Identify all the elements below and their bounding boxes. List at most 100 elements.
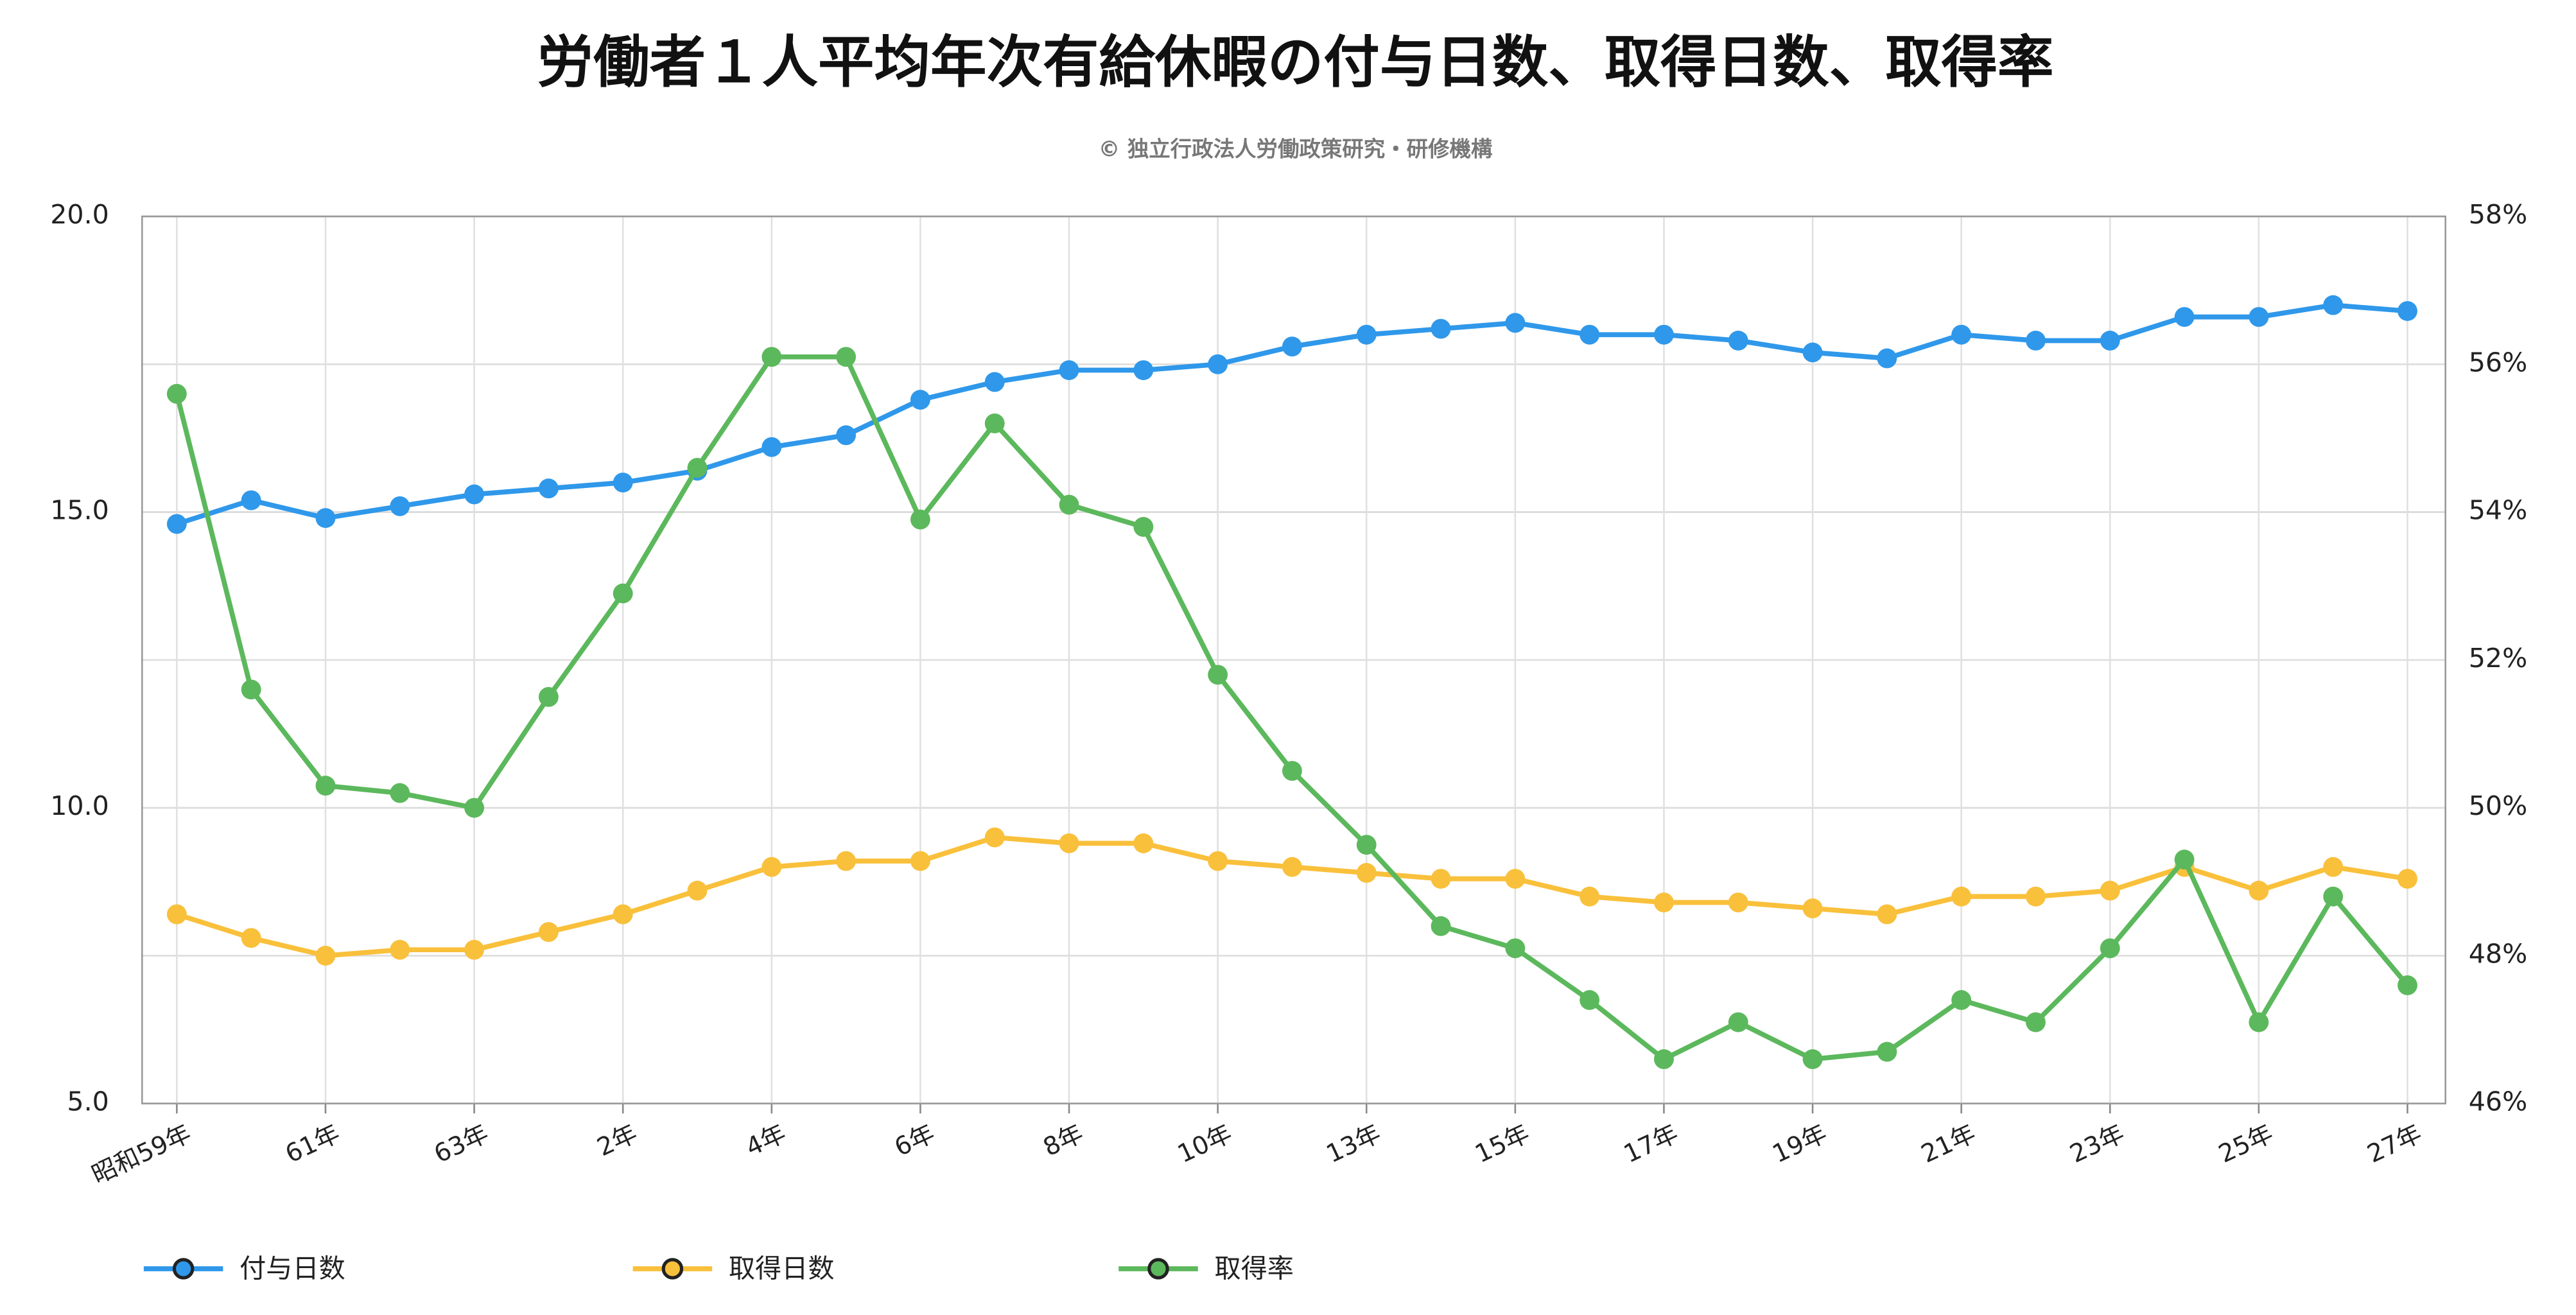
data-point bbox=[1580, 324, 1600, 345]
x-tick-label: 2年 bbox=[593, 1119, 641, 1162]
data-point bbox=[1728, 1012, 1748, 1032]
data-point bbox=[1654, 1049, 1674, 1070]
data-point bbox=[315, 945, 336, 966]
x-tick-label: 10年 bbox=[1173, 1119, 1236, 1169]
x-tick-label: 13年 bbox=[1322, 1119, 1385, 1169]
data-point bbox=[761, 437, 782, 457]
y-tick-label: 20.0 bbox=[50, 199, 109, 230]
data-point bbox=[2398, 300, 2417, 321]
x-tick-label: 15年 bbox=[1471, 1119, 1534, 1169]
data-point bbox=[390, 939, 410, 960]
data-point bbox=[538, 478, 559, 499]
data-point bbox=[390, 783, 410, 803]
y2-tick-label: 46% bbox=[2469, 1086, 2527, 1117]
data-point bbox=[166, 514, 187, 534]
data-point bbox=[2249, 880, 2269, 901]
x-tick-label: 23年 bbox=[2066, 1119, 2128, 1169]
x-tick-label: 61年 bbox=[281, 1119, 344, 1169]
data-point bbox=[1728, 893, 1748, 912]
data-point bbox=[910, 390, 930, 410]
data-point bbox=[2323, 886, 2344, 907]
data-point bbox=[1654, 893, 1674, 912]
y-tick-label: 10.0 bbox=[50, 790, 109, 821]
data-point bbox=[2174, 849, 2195, 870]
data-point bbox=[836, 851, 857, 871]
data-point bbox=[1877, 348, 1897, 369]
x-tick-label: 25年 bbox=[2215, 1119, 2277, 1169]
data-point bbox=[2026, 886, 2046, 907]
x-tick-label: 4年 bbox=[742, 1119, 790, 1162]
data-point bbox=[2398, 869, 2417, 889]
data-point bbox=[2249, 307, 2269, 327]
data-point bbox=[2323, 295, 2344, 315]
data-point bbox=[613, 583, 633, 604]
data-point bbox=[2100, 938, 2120, 959]
data-point bbox=[1802, 898, 1823, 919]
data-point bbox=[1356, 835, 1377, 855]
data-point bbox=[984, 372, 1005, 392]
x-tick-label: 8年 bbox=[1039, 1119, 1088, 1162]
data-point bbox=[1431, 869, 1451, 889]
y2-tick-label: 50% bbox=[2469, 790, 2527, 821]
data-point bbox=[2100, 331, 2120, 351]
data-point bbox=[166, 904, 187, 925]
series-line bbox=[176, 835, 2408, 959]
data-point bbox=[687, 458, 708, 478]
x-tick-label: 17年 bbox=[1619, 1119, 1682, 1169]
y2-tick-label: 54% bbox=[2469, 495, 2527, 526]
data-point bbox=[836, 425, 857, 446]
data-point bbox=[2323, 857, 2344, 877]
chart-subtitle: © 独立行政法人労働政策研究・研修機構 bbox=[1099, 137, 1493, 162]
data-point bbox=[1059, 833, 1079, 853]
data-point bbox=[984, 827, 1005, 848]
data-point bbox=[761, 347, 782, 367]
data-point bbox=[1282, 336, 1302, 357]
data-point bbox=[1208, 851, 1228, 871]
data-point bbox=[613, 473, 633, 492]
data-point bbox=[1505, 869, 1526, 889]
y-tick-label: 15.0 bbox=[50, 495, 109, 526]
x-tick-label: 19年 bbox=[1768, 1119, 1831, 1169]
data-point bbox=[2249, 1012, 2269, 1032]
y2-tick-label: 56% bbox=[2469, 347, 2527, 378]
y2-tick-label: 52% bbox=[2469, 643, 2527, 674]
data-point bbox=[315, 508, 336, 528]
data-point bbox=[1877, 904, 1897, 925]
data-point bbox=[1356, 863, 1377, 883]
data-point bbox=[836, 347, 857, 367]
x-tick-label: 27年 bbox=[2363, 1119, 2426, 1169]
data-point bbox=[1133, 833, 1154, 853]
data-point bbox=[464, 484, 485, 505]
data-point bbox=[2100, 880, 2120, 901]
data-point bbox=[613, 904, 633, 925]
data-point bbox=[984, 413, 1005, 433]
data-point bbox=[1133, 360, 1154, 380]
legend-label: 取得率 bbox=[1214, 1253, 1293, 1284]
data-point bbox=[241, 679, 261, 700]
data-point bbox=[1505, 938, 1526, 959]
y2-tick-label: 48% bbox=[2469, 938, 2527, 969]
data-point bbox=[1431, 318, 1451, 339]
data-point bbox=[1877, 1041, 1897, 1062]
data-point bbox=[1356, 324, 1377, 345]
legend-marker bbox=[1147, 1258, 1169, 1280]
data-point bbox=[464, 797, 485, 818]
data-point bbox=[1208, 665, 1228, 685]
data-point bbox=[1505, 313, 1526, 333]
legend-marker bbox=[661, 1258, 684, 1280]
data-point bbox=[1208, 354, 1228, 374]
legend-label: 取得日数 bbox=[729, 1253, 835, 1284]
data-point bbox=[1802, 342, 1823, 363]
data-point bbox=[1580, 886, 1600, 907]
data-point bbox=[1802, 1049, 1823, 1070]
data-point bbox=[241, 490, 261, 510]
data-point bbox=[1654, 324, 1674, 345]
data-point bbox=[1728, 331, 1748, 351]
data-point bbox=[2174, 307, 2195, 327]
x-tick-label: 昭和59年 bbox=[87, 1119, 195, 1190]
data-point bbox=[1282, 857, 1302, 877]
plot-frame bbox=[141, 215, 2446, 1104]
data-point bbox=[315, 776, 336, 796]
data-point bbox=[910, 509, 930, 530]
